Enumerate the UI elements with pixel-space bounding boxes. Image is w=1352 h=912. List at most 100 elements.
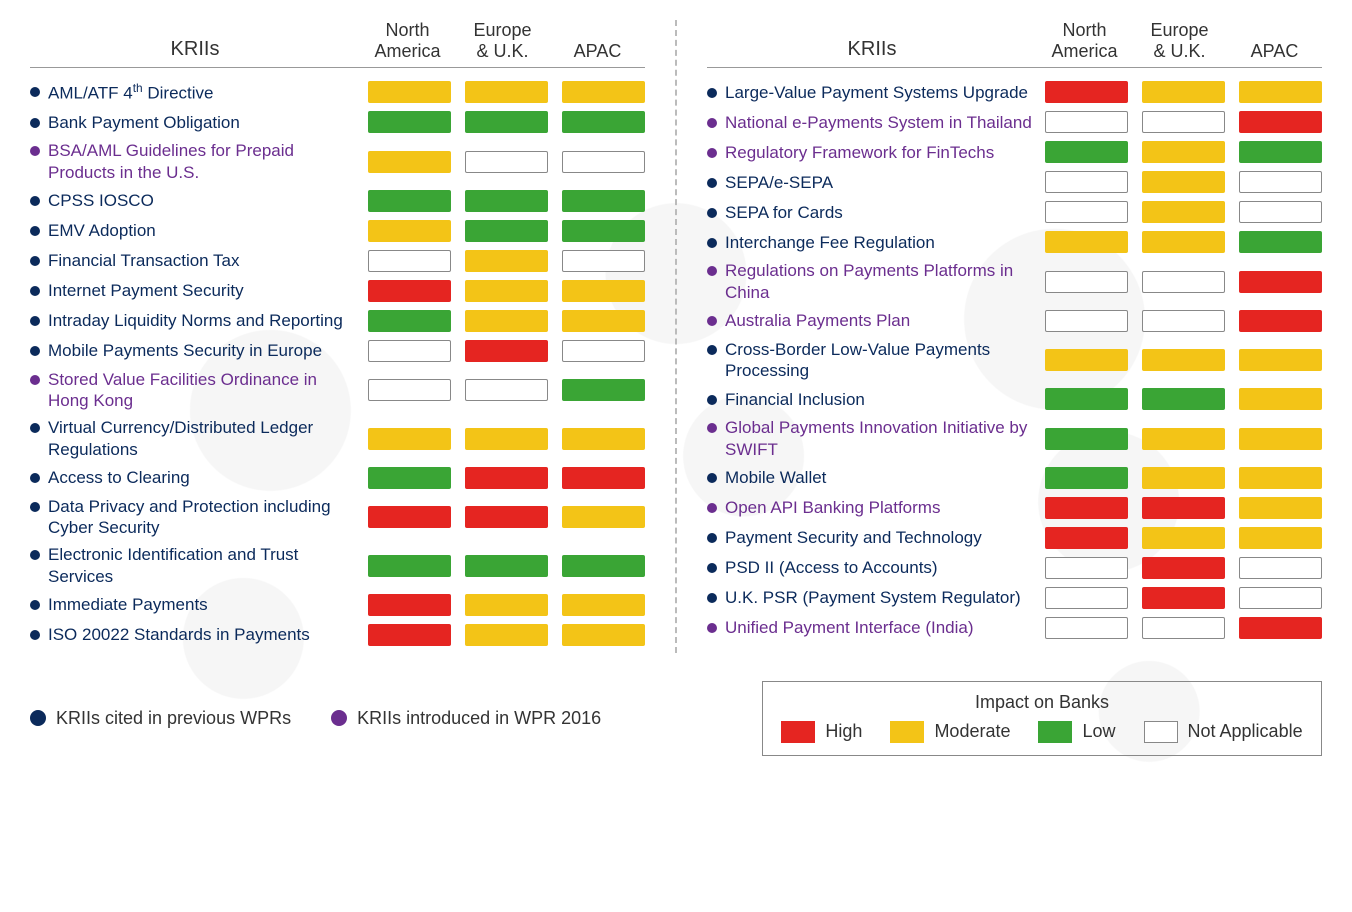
- bullet-prev-icon: [707, 395, 717, 405]
- bullet-prev-icon: [707, 563, 717, 573]
- row-cells: [368, 250, 645, 272]
- row-cells: [1045, 428, 1322, 450]
- row-name: Open API Banking Platforms: [707, 497, 1045, 518]
- row-name: Unified Payment Interface (India): [707, 617, 1045, 638]
- impact-cell-na: [562, 151, 645, 173]
- table-row: Financial Transaction Tax: [30, 249, 645, 273]
- impact-cell-high: [465, 467, 548, 489]
- row-label: Unified Payment Interface (India): [725, 617, 974, 638]
- impact-cell-low: [368, 467, 451, 489]
- table-row: BSA/AML Guidelines for Prepaid Products …: [30, 140, 645, 183]
- row-label: SEPA/e-SEPA: [725, 172, 833, 193]
- bullet-new-icon: [707, 148, 717, 158]
- impact-cell-moderate: [562, 81, 645, 103]
- swatch-high: [781, 721, 815, 743]
- impact-cell-low: [465, 190, 548, 212]
- impact-cell-moderate: [368, 151, 451, 173]
- legend-new: KRIIs introduced in WPR 2016: [331, 708, 601, 729]
- impact-cell-high: [1239, 271, 1322, 293]
- table-row: Global Payments Innovation Initiative by…: [707, 417, 1322, 460]
- bullet-prev-icon: [30, 473, 40, 483]
- row-label: Mobile Payments Security in Europe: [48, 340, 322, 361]
- bullet-new-icon: [707, 316, 717, 326]
- table-row: AML/ATF 4th Directive: [30, 80, 645, 104]
- bullet-prev-icon: [30, 346, 40, 356]
- legend-item-na: Not Applicable: [1144, 721, 1303, 743]
- row-cells: [368, 379, 645, 401]
- bullet-prev-icon: [30, 256, 40, 266]
- bullet-prev-icon: [707, 593, 717, 603]
- impact-cell-low: [465, 111, 548, 133]
- impact-cell-moderate: [1142, 171, 1225, 193]
- impact-cell-na: [1045, 310, 1128, 332]
- bullet-new-icon: [707, 623, 717, 633]
- impact-cell-low: [562, 190, 645, 212]
- row-label: Electronic Identification and Trust Serv…: [48, 544, 362, 587]
- row-cells: [368, 310, 645, 332]
- row-label: U.K. PSR (Payment System Regulator): [725, 587, 1021, 608]
- impact-cell-na: [368, 250, 451, 272]
- impact-cell-na: [1045, 201, 1128, 223]
- table-row: Cross-Border Low-Value Payments Processi…: [707, 339, 1322, 382]
- impact-cell-high: [1142, 497, 1225, 519]
- legend-label: Not Applicable: [1188, 721, 1303, 742]
- impact-cell-na: [1045, 587, 1128, 609]
- table-row: Mobile Wallet: [707, 466, 1322, 490]
- row-label: Mobile Wallet: [725, 467, 826, 488]
- impact-cell-na: [1239, 557, 1322, 579]
- row-label: Internet Payment Security: [48, 280, 244, 301]
- row-label: National e-Payments System in Thailand: [725, 112, 1032, 133]
- table-row: National e-Payments System in Thailand: [707, 110, 1322, 134]
- row-name: Financial Transaction Tax: [30, 250, 368, 271]
- legend-item-low: Low: [1038, 721, 1115, 743]
- impact-cell-high: [368, 624, 451, 646]
- table-row: ISO 20022 Standards in Payments: [30, 623, 645, 647]
- row-cells: [1045, 349, 1322, 371]
- bullet-prev-icon: [30, 423, 40, 433]
- impact-cell-moderate: [1239, 467, 1322, 489]
- table-row: Interchange Fee Regulation: [707, 230, 1322, 254]
- impact-cell-moderate: [1142, 349, 1225, 371]
- impact-cell-high: [368, 280, 451, 302]
- impact-cell-na: [1045, 111, 1128, 133]
- bullet-prev-icon: [707, 345, 717, 355]
- impact-cell-na: [465, 379, 548, 401]
- impact-legend: Impact on Banks HighModerateLowNot Appli…: [762, 681, 1322, 756]
- row-cells: [368, 81, 645, 103]
- header-krii: KRIIs: [707, 38, 1037, 61]
- row-cells: [1045, 171, 1322, 193]
- chart-panels: KRIIsNorthAmericaEurope& U.K.APAC AML/ATF…: [30, 20, 1322, 653]
- impact-cell-high: [465, 506, 548, 528]
- impact-cell-high: [368, 594, 451, 616]
- impact-cell-na: [1142, 310, 1225, 332]
- swatch-low: [1038, 721, 1072, 743]
- row-name: Electronic Identification and Trust Serv…: [30, 544, 368, 587]
- impact-cell-moderate: [368, 220, 451, 242]
- impact-cell-low: [562, 111, 645, 133]
- row-cells: [1045, 467, 1322, 489]
- row-name: SEPA for Cards: [707, 202, 1045, 223]
- row-name: ISO 20022 Standards in Payments: [30, 624, 368, 645]
- row-label: SEPA for Cards: [725, 202, 843, 223]
- row-label: AML/ATF 4th Directive: [48, 81, 213, 104]
- impact-cell-low: [465, 220, 548, 242]
- row-name: Financial Inclusion: [707, 389, 1045, 410]
- swatch-moderate: [890, 721, 924, 743]
- row-cells: [368, 428, 645, 450]
- row-label: Immediate Payments: [48, 594, 208, 615]
- impact-cell-moderate: [1239, 428, 1322, 450]
- table-row: Unified Payment Interface (India): [707, 616, 1322, 640]
- row-name: Data Privacy and Protection including Cy…: [30, 496, 368, 539]
- row-cells: [368, 506, 645, 528]
- impact-cell-moderate: [465, 594, 548, 616]
- row-cells: [1045, 201, 1322, 223]
- row-name: Immediate Payments: [30, 594, 368, 615]
- table-row: SEPA/e-SEPA: [707, 170, 1322, 194]
- impact-cell-moderate: [1045, 231, 1128, 253]
- row-label: Regulations on Payments Platforms in Chi…: [725, 260, 1039, 303]
- impact-cell-moderate: [1142, 141, 1225, 163]
- impact-cell-na: [1045, 617, 1128, 639]
- table-header: KRIIsNorthAmericaEurope& U.K.APAC: [30, 20, 645, 68]
- panel-left: KRIIsNorthAmericaEurope& U.K.APAC AML/ATF…: [30, 20, 675, 653]
- header-region-0: NorthAmerica: [360, 20, 455, 61]
